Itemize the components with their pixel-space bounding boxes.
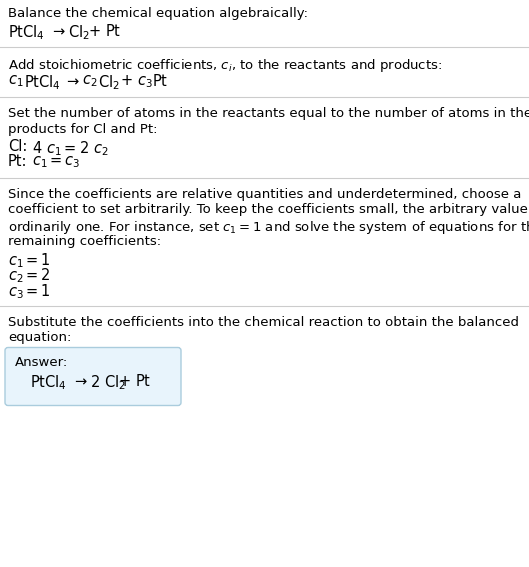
Text: Balance the chemical equation algebraically:: Balance the chemical equation algebraica…	[8, 7, 308, 20]
Text: $c_1 = 1$: $c_1 = 1$	[8, 251, 51, 270]
Text: $4\ c_1 = 2\ c_2$: $4\ c_1 = 2\ c_2$	[32, 139, 108, 158]
Text: Substitute the coefficients into the chemical reaction to obtain the balanced: Substitute the coefficients into the che…	[8, 315, 519, 328]
Text: Pt:: Pt:	[8, 154, 28, 170]
Text: $\mathregular{PtCl_4}$: $\mathregular{PtCl_4}$	[8, 23, 45, 42]
Text: $c_3 = 1$: $c_3 = 1$	[8, 282, 51, 301]
Text: $\rightarrow$: $\rightarrow$	[64, 74, 80, 88]
Text: Since the coefficients are relative quantities and underdetermined, choose a: Since the coefficients are relative quan…	[8, 188, 522, 201]
FancyBboxPatch shape	[5, 348, 181, 405]
Text: remaining coefficients:: remaining coefficients:	[8, 235, 161, 248]
Text: $\mathregular{Cl_2}$: $\mathregular{Cl_2}$	[98, 74, 120, 92]
Text: $c_1$: $c_1$	[8, 74, 24, 89]
Text: Set the number of atoms in the reactants equal to the number of atoms in the: Set the number of atoms in the reactants…	[8, 107, 529, 120]
Text: $2\ \mathregular{Cl_2}$: $2\ \mathregular{Cl_2}$	[90, 374, 126, 392]
Text: $+\ \mathregular{Pt}$: $+\ \mathregular{Pt}$	[88, 23, 121, 40]
Text: $\mathregular{PtCl_4}$: $\mathregular{PtCl_4}$	[30, 374, 67, 392]
Text: products for Cl and Pt:: products for Cl and Pt:	[8, 122, 158, 136]
Text: $\rightarrow$: $\rightarrow$	[50, 23, 67, 39]
Text: $\mathregular{Cl_2}$: $\mathregular{Cl_2}$	[68, 23, 90, 42]
Text: equation:: equation:	[8, 331, 71, 344]
Text: coefficient to set arbitrarily. To keep the coefficients small, the arbitrary va: coefficient to set arbitrarily. To keep …	[8, 204, 529, 217]
Text: $\mathregular{PtCl_4}$: $\mathregular{PtCl_4}$	[24, 74, 61, 92]
Text: $+\ \mathregular{Pt}$: $+\ \mathregular{Pt}$	[118, 374, 151, 390]
Text: $\mathregular{Pt}$: $\mathregular{Pt}$	[152, 74, 168, 90]
Text: Add stoichiometric coefficients, $c_i$, to the reactants and products:: Add stoichiometric coefficients, $c_i$, …	[8, 57, 442, 74]
Text: Cl:: Cl:	[8, 139, 28, 154]
Text: $c_2$: $c_2$	[82, 74, 97, 89]
Text: $+\ c_3$: $+\ c_3$	[120, 74, 153, 90]
Text: Answer:: Answer:	[15, 356, 68, 369]
Text: ordinarily one. For instance, set $c_1 = 1$ and solve the system of equations fo: ordinarily one. For instance, set $c_1 =…	[8, 219, 529, 236]
Text: $\rightarrow$: $\rightarrow$	[72, 374, 88, 388]
Text: $c_2 = 2$: $c_2 = 2$	[8, 266, 51, 285]
Text: $c_1 = c_3$: $c_1 = c_3$	[32, 154, 80, 170]
